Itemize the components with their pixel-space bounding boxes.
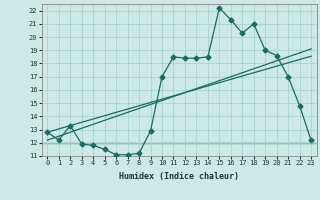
X-axis label: Humidex (Indice chaleur): Humidex (Indice chaleur) xyxy=(119,172,239,181)
